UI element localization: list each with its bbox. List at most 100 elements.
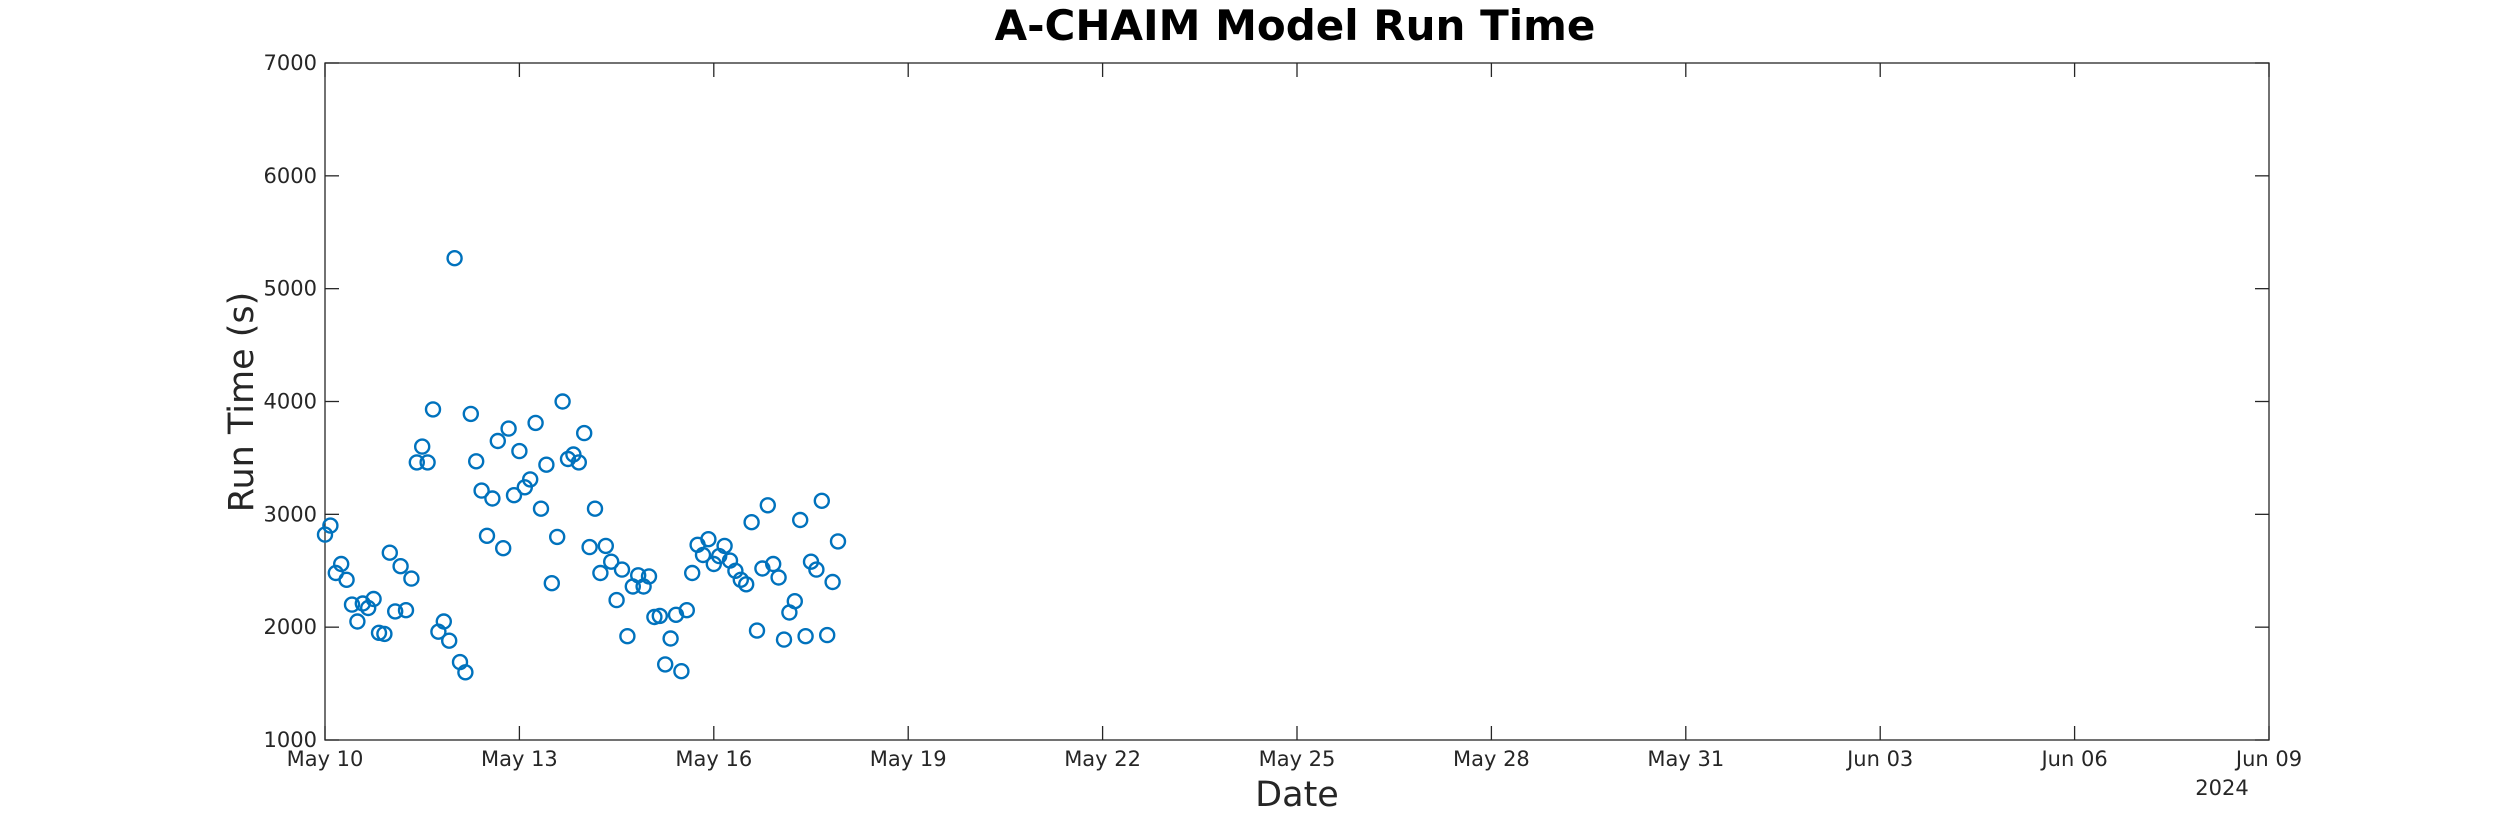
data-point xyxy=(468,453,485,470)
data-point xyxy=(446,250,463,267)
y-axis-label: Run Time (s) xyxy=(222,292,262,513)
y-tick-label: 7000 xyxy=(264,51,317,75)
data-point xyxy=(678,602,695,619)
x-axis: May 10 May 13 May 16 May 19 May 22 May 25 May … xyxy=(287,63,2302,771)
x-axis-label: Date xyxy=(1255,775,1339,815)
x-tick-label: Jun 03 xyxy=(1845,747,1913,771)
data-point xyxy=(322,517,339,534)
data-point xyxy=(657,656,674,673)
x-tick-label: May 13 xyxy=(481,747,558,771)
data-point xyxy=(435,613,452,630)
data-point xyxy=(397,602,415,619)
data-point xyxy=(673,663,690,680)
data-point xyxy=(640,568,658,585)
data-point xyxy=(765,555,782,573)
data-point xyxy=(608,591,625,609)
data-point xyxy=(511,442,528,460)
data-point xyxy=(603,553,620,570)
y-tick-label: 3000 xyxy=(264,502,317,526)
data-point xyxy=(549,528,566,546)
plot-area xyxy=(324,62,2270,741)
data-point xyxy=(349,613,366,630)
data-point xyxy=(505,487,523,504)
data-point xyxy=(581,538,598,556)
scatter-series xyxy=(316,250,847,681)
data-point xyxy=(824,573,841,591)
x-tick-label: May 19 xyxy=(870,747,947,771)
data-point xyxy=(532,500,550,517)
x-tick-label: May 16 xyxy=(675,747,752,771)
data-point xyxy=(387,603,404,620)
data-point xyxy=(462,405,479,423)
data-point xyxy=(770,569,787,586)
data-point xyxy=(424,401,442,418)
data-point xyxy=(338,571,355,588)
chart-title: A-CHAIM Model Run Time xyxy=(995,1,1596,50)
data-point xyxy=(316,526,334,543)
data-point xyxy=(543,575,560,592)
data-point xyxy=(570,454,587,471)
data-point xyxy=(597,537,614,555)
x-tick-label: Jun 09 xyxy=(2234,747,2302,771)
data-point xyxy=(478,527,496,544)
data-point xyxy=(419,454,436,471)
data-point xyxy=(743,514,760,531)
data-point xyxy=(700,531,717,548)
data-point xyxy=(441,632,458,649)
data-point xyxy=(484,490,501,507)
data-point xyxy=(775,631,793,648)
data-point xyxy=(797,628,814,645)
data-point xyxy=(500,420,517,437)
y-tick-label: 4000 xyxy=(264,390,317,414)
data-point xyxy=(457,664,474,681)
data-point xyxy=(738,576,755,593)
data-point xyxy=(554,393,571,410)
data-point xyxy=(473,482,490,499)
x-tick-label: May 25 xyxy=(1259,747,1336,771)
data-point xyxy=(748,622,766,639)
data-point xyxy=(759,497,776,514)
x-tick-label: May 10 xyxy=(287,747,364,771)
y-tick-label: 5000 xyxy=(264,277,317,301)
data-point xyxy=(792,511,809,529)
data-point xyxy=(662,630,679,647)
data-point xyxy=(684,564,701,582)
x-tick-label: Jun 06 xyxy=(2039,747,2107,771)
y-tick-label: 1000 xyxy=(264,728,317,752)
data-point xyxy=(538,456,555,473)
data-point xyxy=(586,500,604,517)
data-point xyxy=(333,555,350,573)
data-point xyxy=(786,593,803,610)
x-tick-label: May 22 xyxy=(1064,747,1141,771)
data-point xyxy=(576,424,593,442)
data-point xyxy=(829,533,847,550)
data-point xyxy=(408,454,425,471)
data-point xyxy=(727,562,744,579)
y-tick-label: 2000 xyxy=(264,615,317,639)
data-point xyxy=(813,492,830,509)
data-point xyxy=(360,599,377,617)
data-point xyxy=(489,432,506,450)
data-point xyxy=(651,607,668,625)
data-point xyxy=(694,546,712,564)
data-point xyxy=(613,561,631,578)
y-tick-label: 6000 xyxy=(264,164,317,188)
data-point xyxy=(343,596,361,613)
x-tick-label: May 28 xyxy=(1453,747,1530,771)
data-point xyxy=(365,590,382,608)
data-point xyxy=(819,626,836,644)
x-tick-label: May 31 xyxy=(1647,747,1724,771)
data-point xyxy=(592,564,609,582)
year-label: 2024 xyxy=(2195,776,2248,800)
data-point xyxy=(808,561,825,578)
data-point xyxy=(527,414,544,432)
data-point xyxy=(495,540,512,557)
data-point xyxy=(381,544,398,561)
data-point xyxy=(392,558,409,575)
data-point xyxy=(619,628,636,645)
data-point xyxy=(403,570,420,587)
data-point xyxy=(414,438,431,455)
data-point xyxy=(376,625,393,643)
y-axis: 1000 2000 3000 4000 5000 6000 7000 xyxy=(264,51,2269,752)
